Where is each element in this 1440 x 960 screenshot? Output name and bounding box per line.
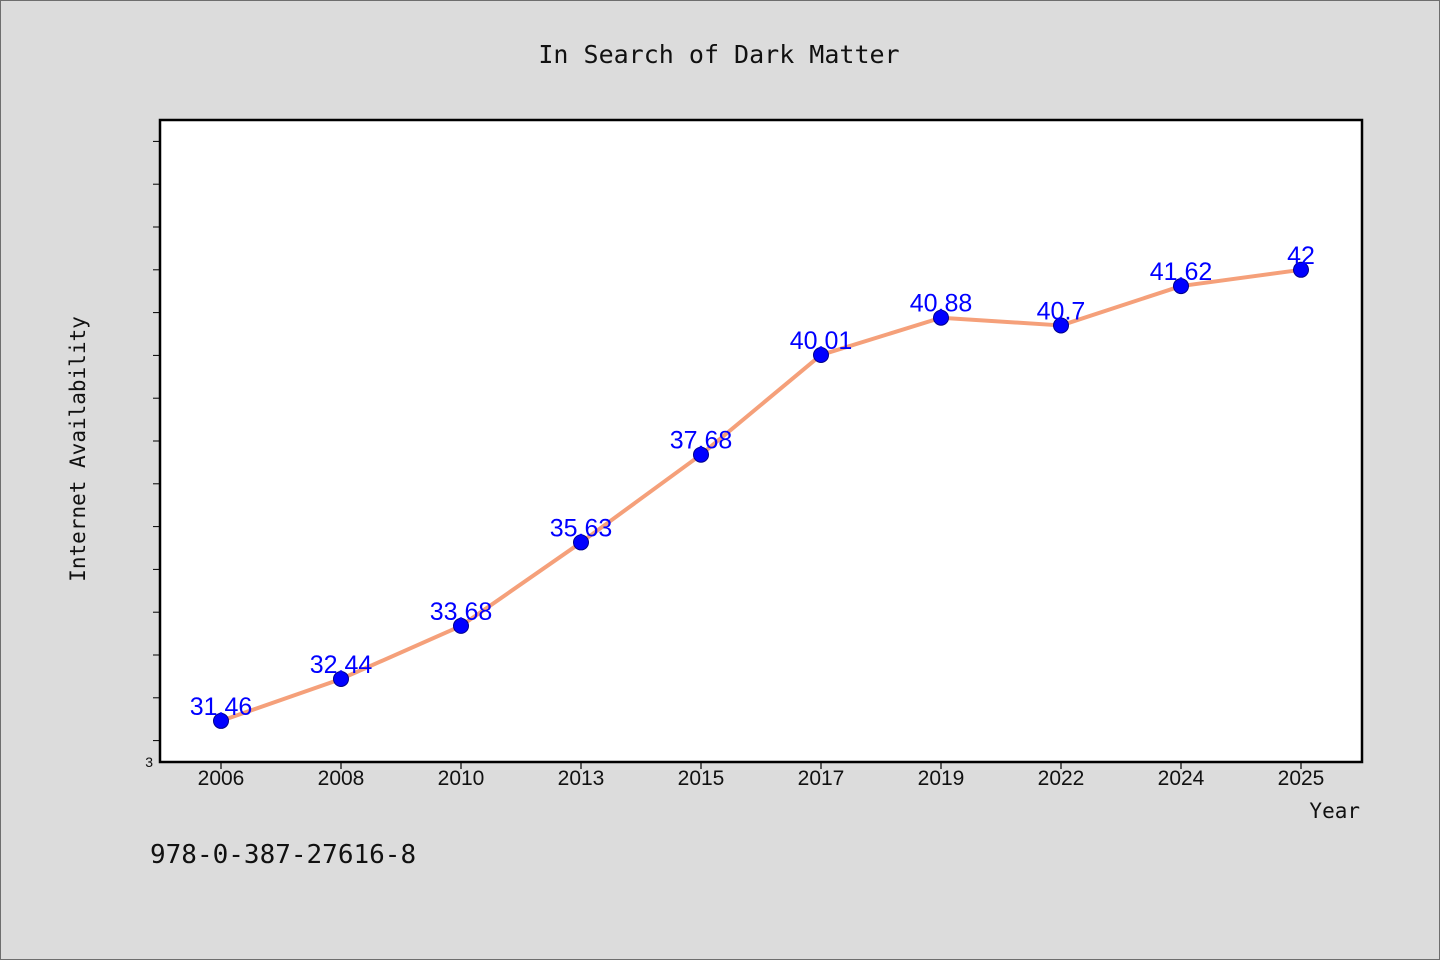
data-label: 35.63	[550, 514, 613, 542]
data-label: 33.68	[430, 598, 493, 626]
data-series: 31.46 32.44 33.68 35.63 37.68 40.01 40.88 40.7 4…	[190, 242, 1315, 729]
x-tick-label: 2013	[558, 767, 605, 790]
x-tick-label: 2024	[1158, 767, 1205, 790]
data-label: 40.01	[790, 327, 853, 355]
data-label: 42	[1287, 242, 1315, 270]
x-axis-label: Year	[1309, 799, 1360, 823]
data-label: 40.88	[910, 290, 973, 318]
data-point	[1053, 317, 1069, 334]
data-point	[693, 446, 709, 463]
data-point	[333, 670, 349, 687]
data-point	[213, 712, 229, 729]
x-tick-label: 2017	[798, 767, 845, 790]
x-axis-ticks: 2006 2008 2010 2013 2015 2017 2019 2022 2024 2025	[198, 762, 1325, 790]
data-point	[933, 309, 949, 326]
y-axis-label: Internet Availability	[66, 316, 90, 582]
y-tick-label: 3	[145, 754, 153, 770]
data-label: 37.68	[670, 427, 733, 455]
data-point	[1173, 278, 1189, 295]
x-tick-label: 2015	[678, 767, 725, 790]
data-label: 32.44	[310, 651, 373, 679]
series-line	[219, 267, 1303, 723]
data-label: 31.46	[190, 693, 253, 721]
data-point	[813, 346, 829, 363]
data-label: 40.7	[1037, 297, 1086, 325]
x-tick-label: 2008	[318, 767, 365, 790]
data-point	[453, 617, 469, 634]
data-point	[1293, 261, 1309, 278]
x-tick-label: 2025	[1278, 767, 1325, 790]
plot-area	[158, 118, 1364, 764]
footnote: 978-0-387-27616-8	[150, 840, 416, 870]
chart-title: In Search of Dark Matter	[538, 40, 899, 69]
data-point	[573, 534, 589, 551]
x-tick-label: 2010	[438, 767, 485, 790]
x-tick-label: 2006	[198, 767, 245, 790]
x-tick-label: 2022	[1038, 767, 1085, 790]
y-axis-ticks	[153, 140, 160, 742]
x-tick-label: 2019	[918, 767, 965, 790]
data-label: 41.62	[1150, 258, 1213, 286]
